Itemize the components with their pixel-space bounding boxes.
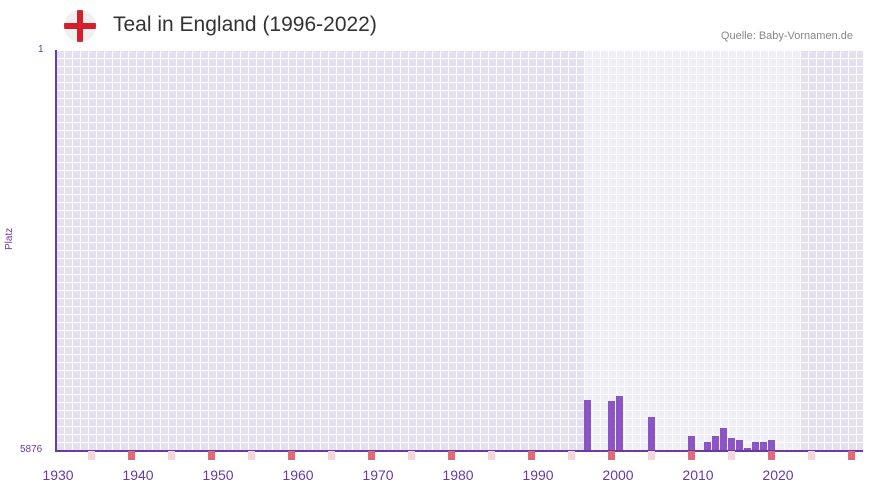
y-axis-title: Platz	[4, 227, 15, 250]
bar-2009[interactable]	[688, 435, 695, 450]
year-marker	[688, 451, 695, 460]
bar-2017[interactable]	[752, 442, 759, 450]
x-tick-1930: 1930	[42, 467, 74, 483]
bar-2013[interactable]	[720, 427, 727, 450]
year-marker	[248, 451, 255, 460]
year-marker	[608, 451, 615, 460]
highlight-range	[584, 50, 800, 450]
bar-2011[interactable]	[704, 442, 711, 450]
bar-1996[interactable]	[584, 399, 591, 450]
y-tick-top: 1	[38, 44, 44, 55]
year-marker	[128, 451, 135, 460]
year-marker	[168, 451, 175, 460]
year-marker	[408, 451, 415, 460]
x-tick-1950: 1950	[202, 467, 234, 483]
year-marker	[648, 451, 655, 460]
bar-2015[interactable]	[736, 440, 743, 450]
bar-2019[interactable]	[768, 440, 775, 450]
bar-2014[interactable]	[728, 438, 735, 450]
bar-2004[interactable]	[648, 416, 655, 450]
bar-2012[interactable]	[712, 435, 719, 450]
x-axis	[55, 450, 863, 452]
x-tick-1990: 1990	[522, 467, 554, 483]
year-marker	[368, 451, 375, 460]
x-tick-1960: 1960	[282, 467, 314, 483]
x-tick-2020: 2020	[762, 467, 794, 483]
year-marker	[728, 451, 735, 460]
year-marker	[88, 451, 95, 460]
year-marker	[488, 451, 495, 460]
plot-area	[56, 50, 863, 450]
bar-2018[interactable]	[760, 442, 767, 450]
year-marker	[528, 451, 535, 460]
x-tick-1940: 1940	[122, 467, 154, 483]
year-marker	[568, 451, 575, 460]
bar-2016[interactable]	[744, 448, 751, 450]
x-tick-1980: 1980	[442, 467, 474, 483]
y-tick-bottom: 5876	[20, 444, 43, 455]
bar-1999[interactable]	[608, 400, 615, 450]
x-tick-2010: 2010	[682, 467, 714, 483]
chart-title: Teal in England (1996-2022)	[113, 13, 377, 36]
year-marker	[208, 451, 215, 460]
x-tick-2000: 2000	[602, 467, 634, 483]
year-marker	[768, 451, 775, 460]
england-flag-icon	[64, 10, 96, 42]
x-tick-1970: 1970	[362, 467, 394, 483]
year-marker	[448, 451, 455, 460]
year-marker	[328, 451, 335, 460]
year-marker	[848, 451, 855, 460]
y-axis	[55, 50, 57, 451]
year-marker	[808, 451, 815, 460]
source-link[interactable]: Quelle: Baby-Vornamen.de	[720, 30, 853, 42]
year-marker	[288, 451, 295, 460]
bar-2000[interactable]	[616, 396, 623, 450]
